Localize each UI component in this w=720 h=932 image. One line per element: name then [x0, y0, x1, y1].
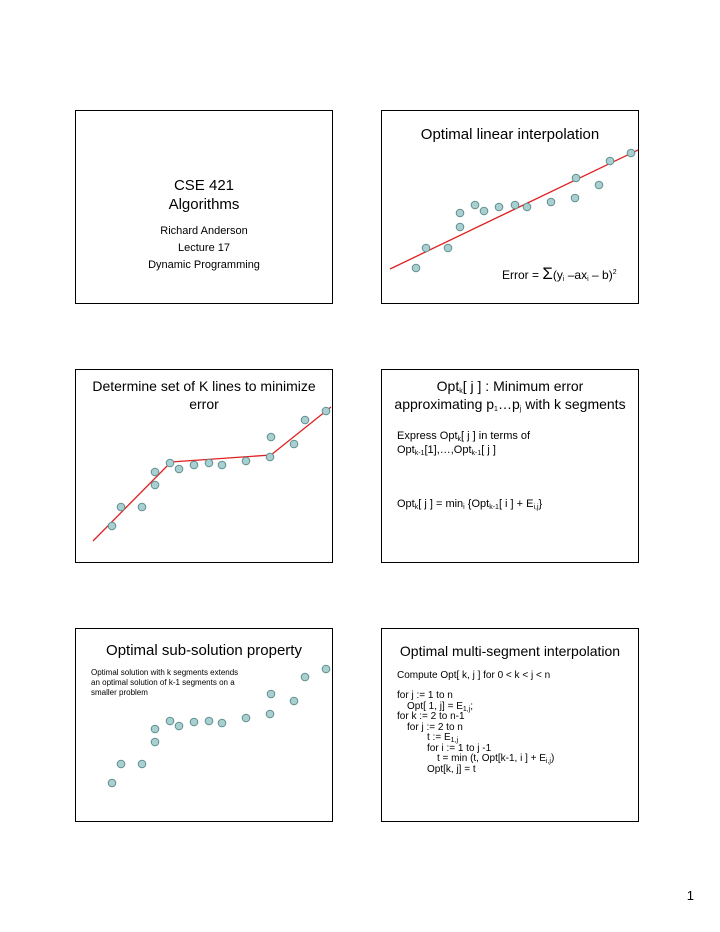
data-point: [266, 689, 276, 699]
data-point: [189, 460, 199, 470]
slide-title-line2: Algorithms: [168, 196, 240, 213]
slide-2: Optimal linear interpolation Error = Σ(y…: [381, 110, 639, 304]
data-point: [421, 243, 431, 253]
code-line: t := E1,j: [427, 732, 459, 744]
linear-fit-plot: [389, 148, 639, 273]
data-point: [289, 439, 299, 449]
express-text: Express Optk[ j ] in terms of Optk-1[1],…: [397, 430, 531, 457]
data-point: [266, 432, 276, 442]
page-number: 1: [686, 888, 694, 903]
code-line: t = min (t, Opt[k-1, i ] + Ei,j): [437, 753, 555, 765]
slide-title: Optimal sub-solution property: [106, 642, 302, 659]
slide-4: Optk[ j ] : Minimum error approximating …: [381, 369, 639, 563]
data-point: [174, 721, 184, 731]
data-point: [594, 180, 604, 190]
data-point: [570, 193, 580, 203]
data-point: [217, 460, 227, 470]
slide-title-line1: Determine set of K lines to minimize: [92, 378, 316, 394]
data-point: [300, 415, 310, 425]
sub-solution-plot: [107, 664, 331, 788]
data-point: [522, 202, 532, 212]
data-point: [443, 243, 453, 253]
data-point: [479, 206, 489, 216]
data-point: [150, 724, 160, 734]
data-point: [455, 208, 465, 218]
data-point: [321, 664, 331, 674]
data-point: [116, 502, 126, 512]
data-point: [137, 502, 147, 512]
code-line: for j := 2 to n: [407, 721, 463, 733]
slide-6: Optimal multi-segment interpolation Comp…: [381, 628, 639, 822]
data-point: [265, 709, 275, 719]
sigma-symbol: Σ: [542, 264, 553, 283]
data-point: [494, 202, 504, 212]
data-point: [107, 778, 117, 788]
slide-5: Optimal sub-solution property Optimal so…: [75, 628, 333, 822]
data-point: [510, 200, 520, 210]
data-point: [241, 456, 251, 466]
author: Richard Anderson: [160, 225, 248, 237]
slide-title: Optimal linear interpolation: [420, 126, 600, 143]
data-point: [265, 452, 275, 462]
data-point: [605, 156, 615, 166]
data-point: [150, 480, 160, 490]
slide-title-line2: error: [189, 396, 219, 412]
code-line: Opt[k, j] = t: [427, 763, 476, 775]
data-point: [165, 716, 175, 726]
data-point: [107, 521, 117, 531]
fit-line: [389, 149, 639, 270]
code-line: for j := 1 to n: [397, 690, 453, 701]
data-point: [204, 458, 214, 468]
lecture-number: Lecture 17: [178, 242, 230, 254]
data-point: [321, 406, 331, 416]
data-point: [150, 467, 160, 477]
error-formula: Error = Σ(yi –axi – b)2: [502, 264, 617, 283]
multi-segment-plot: [92, 406, 332, 542]
slide-title-line1: CSE 421: [173, 177, 235, 194]
slide-title: Optimal multi-segment interpolation: [399, 643, 621, 659]
data-point: [300, 672, 310, 682]
data-point: [165, 458, 175, 468]
data-point: [470, 200, 480, 210]
data-point: [455, 222, 465, 232]
code-line: for i := 1 to j -1: [427, 742, 492, 754]
data-point: [150, 737, 160, 747]
data-point: [241, 713, 251, 723]
slide-title-line2: approximating p1…pj with k segments: [394, 396, 626, 413]
data-point: [546, 197, 556, 207]
data-point: [571, 173, 581, 183]
data-point: [289, 696, 299, 706]
slide-3: Determine set of K lines to minimize err…: [75, 369, 333, 563]
recurrence-formula: Optk[ j ] = mini {Optk-1[ i ] + Ei,j}: [397, 498, 543, 511]
data-point: [626, 148, 636, 158]
slide-body-text: Optimal solution with k segments extends…: [91, 668, 239, 697]
data-point: [174, 464, 184, 474]
slide-1: CSE 421 Algorithms Richard Anderson Lect…: [75, 110, 333, 304]
topic: Dynamic Programming: [148, 259, 260, 271]
pseudocode: for j := 1 to n Opt[ 1, j] = E1,j; for k…: [397, 690, 555, 775]
slide-title-line1: Optk[ j ] : Minimum error: [436, 378, 584, 395]
data-point: [137, 759, 147, 769]
data-point: [217, 718, 227, 728]
data-point: [411, 263, 421, 273]
segmented-fit-line: [92, 406, 332, 542]
data-point: [204, 716, 214, 726]
data-point: [116, 759, 126, 769]
data-point: [189, 717, 199, 727]
compute-statement: Compute Opt[ k, j ] for 0 < k < j < n: [397, 670, 551, 681]
code-line: Opt[ 1, j] = E1,j;: [407, 700, 474, 713]
code-line: for k := 2 to n-1: [397, 711, 465, 722]
